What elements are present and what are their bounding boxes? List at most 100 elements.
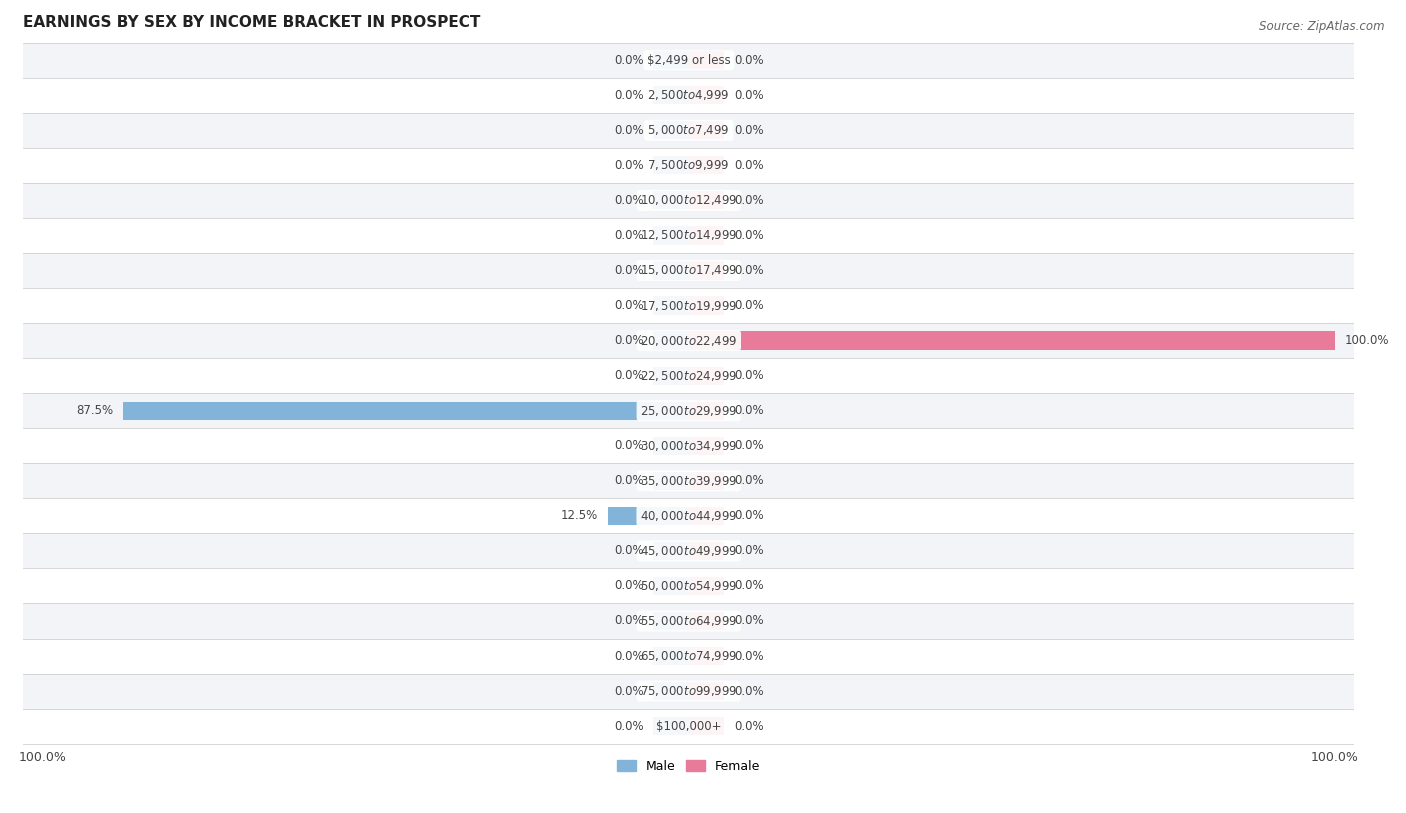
- Bar: [0, 42, 1400, 78]
- Text: $40,000 to $44,999: $40,000 to $44,999: [640, 509, 738, 523]
- Bar: [654, 717, 689, 735]
- Text: 87.5%: 87.5%: [76, 404, 114, 417]
- Text: 0.0%: 0.0%: [614, 685, 644, 698]
- Bar: [0, 148, 1400, 183]
- Text: 0.0%: 0.0%: [734, 474, 763, 487]
- Bar: [607, 506, 689, 525]
- Text: $17,500 to $19,999: $17,500 to $19,999: [640, 298, 738, 312]
- Text: $2,500 to $4,999: $2,500 to $4,999: [648, 89, 730, 102]
- Bar: [0, 674, 1400, 709]
- Bar: [0, 498, 1400, 533]
- Text: $45,000 to $49,999: $45,000 to $49,999: [640, 544, 738, 558]
- Text: 0.0%: 0.0%: [734, 404, 763, 417]
- Text: $15,000 to $17,499: $15,000 to $17,499: [640, 263, 738, 277]
- Bar: [654, 51, 689, 69]
- Bar: [689, 682, 724, 700]
- Text: 0.0%: 0.0%: [614, 369, 644, 382]
- Bar: [654, 682, 689, 700]
- Text: 0.0%: 0.0%: [734, 229, 763, 242]
- Text: $50,000 to $54,999: $50,000 to $54,999: [640, 579, 738, 593]
- Text: $35,000 to $39,999: $35,000 to $39,999: [640, 474, 738, 488]
- Bar: [0, 253, 1400, 288]
- Text: $22,500 to $24,999: $22,500 to $24,999: [640, 368, 738, 383]
- Text: $20,000 to $22,499: $20,000 to $22,499: [640, 333, 738, 348]
- Bar: [0, 358, 1400, 393]
- Text: 0.0%: 0.0%: [734, 54, 763, 67]
- Text: 0.0%: 0.0%: [734, 159, 763, 172]
- Text: 0.0%: 0.0%: [614, 229, 644, 242]
- Bar: [654, 191, 689, 210]
- Text: 0.0%: 0.0%: [734, 439, 763, 452]
- Bar: [0, 288, 1400, 323]
- Text: 0.0%: 0.0%: [614, 124, 644, 137]
- Text: 0.0%: 0.0%: [734, 615, 763, 628]
- Text: EARNINGS BY SEX BY INCOME BRACKET IN PROSPECT: EARNINGS BY SEX BY INCOME BRACKET IN PRO…: [22, 15, 481, 30]
- Bar: [689, 577, 724, 595]
- Text: $7,500 to $9,999: $7,500 to $9,999: [648, 159, 730, 172]
- Bar: [689, 121, 724, 139]
- Bar: [689, 437, 724, 454]
- Text: 0.0%: 0.0%: [614, 89, 644, 102]
- Bar: [0, 533, 1400, 568]
- Text: 0.0%: 0.0%: [614, 334, 644, 347]
- Bar: [0, 638, 1400, 674]
- Bar: [689, 297, 724, 315]
- Text: 0.0%: 0.0%: [734, 650, 763, 663]
- Text: 0.0%: 0.0%: [614, 264, 644, 277]
- Bar: [689, 717, 724, 735]
- Text: 0.0%: 0.0%: [734, 264, 763, 277]
- Text: 0.0%: 0.0%: [734, 685, 763, 698]
- Text: $65,000 to $74,999: $65,000 to $74,999: [640, 649, 738, 663]
- Bar: [654, 121, 689, 139]
- Bar: [0, 568, 1400, 603]
- Text: 0.0%: 0.0%: [734, 124, 763, 137]
- Text: 0.0%: 0.0%: [614, 720, 644, 733]
- Legend: Male, Female: Male, Female: [613, 755, 765, 778]
- Text: $55,000 to $64,999: $55,000 to $64,999: [640, 614, 738, 628]
- Bar: [0, 113, 1400, 148]
- Text: $2,499 or less: $2,499 or less: [647, 54, 731, 67]
- Text: 0.0%: 0.0%: [614, 159, 644, 172]
- Bar: [654, 226, 689, 245]
- Text: 0.0%: 0.0%: [734, 545, 763, 558]
- Bar: [654, 261, 689, 280]
- Text: 0.0%: 0.0%: [614, 545, 644, 558]
- Bar: [654, 332, 689, 350]
- Bar: [0, 393, 1400, 428]
- Bar: [0, 709, 1400, 744]
- Bar: [0, 603, 1400, 638]
- Text: $12,500 to $14,999: $12,500 to $14,999: [640, 228, 738, 242]
- Bar: [689, 86, 724, 104]
- Text: $100,000+: $100,000+: [657, 720, 721, 733]
- Bar: [0, 218, 1400, 253]
- Bar: [124, 402, 689, 420]
- Bar: [0, 323, 1400, 358]
- Bar: [654, 156, 689, 175]
- Bar: [689, 156, 724, 175]
- Bar: [689, 226, 724, 245]
- Bar: [654, 86, 689, 104]
- Text: 0.0%: 0.0%: [734, 580, 763, 593]
- Bar: [654, 437, 689, 454]
- Bar: [0, 78, 1400, 113]
- Text: 0.0%: 0.0%: [734, 720, 763, 733]
- Text: $5,000 to $7,499: $5,000 to $7,499: [648, 124, 730, 137]
- Text: 0.0%: 0.0%: [614, 580, 644, 593]
- Bar: [689, 402, 724, 420]
- Bar: [689, 647, 724, 665]
- Text: $10,000 to $12,499: $10,000 to $12,499: [640, 193, 738, 207]
- Text: Source: ZipAtlas.com: Source: ZipAtlas.com: [1260, 20, 1385, 33]
- Bar: [689, 541, 724, 560]
- Text: 0.0%: 0.0%: [614, 54, 644, 67]
- Bar: [0, 183, 1400, 218]
- Bar: [654, 647, 689, 665]
- Bar: [689, 332, 1336, 350]
- Text: 100.0%: 100.0%: [1344, 334, 1389, 347]
- Text: $30,000 to $34,999: $30,000 to $34,999: [640, 439, 738, 453]
- Text: 0.0%: 0.0%: [614, 439, 644, 452]
- Text: 12.5%: 12.5%: [561, 509, 599, 522]
- Text: 0.0%: 0.0%: [614, 299, 644, 312]
- Text: $75,000 to $99,999: $75,000 to $99,999: [640, 684, 738, 698]
- Bar: [689, 51, 724, 69]
- Bar: [654, 541, 689, 560]
